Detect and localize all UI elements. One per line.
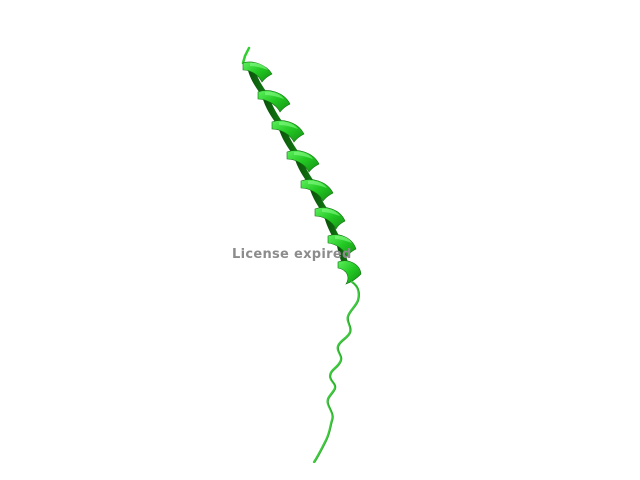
helix-back <box>247 66 351 272</box>
helix-highlights <box>250 62 352 243</box>
n-terminus-strand <box>241 46 251 65</box>
c-terminus-coil <box>312 280 360 464</box>
license-watermark: License expired <box>232 247 352 262</box>
